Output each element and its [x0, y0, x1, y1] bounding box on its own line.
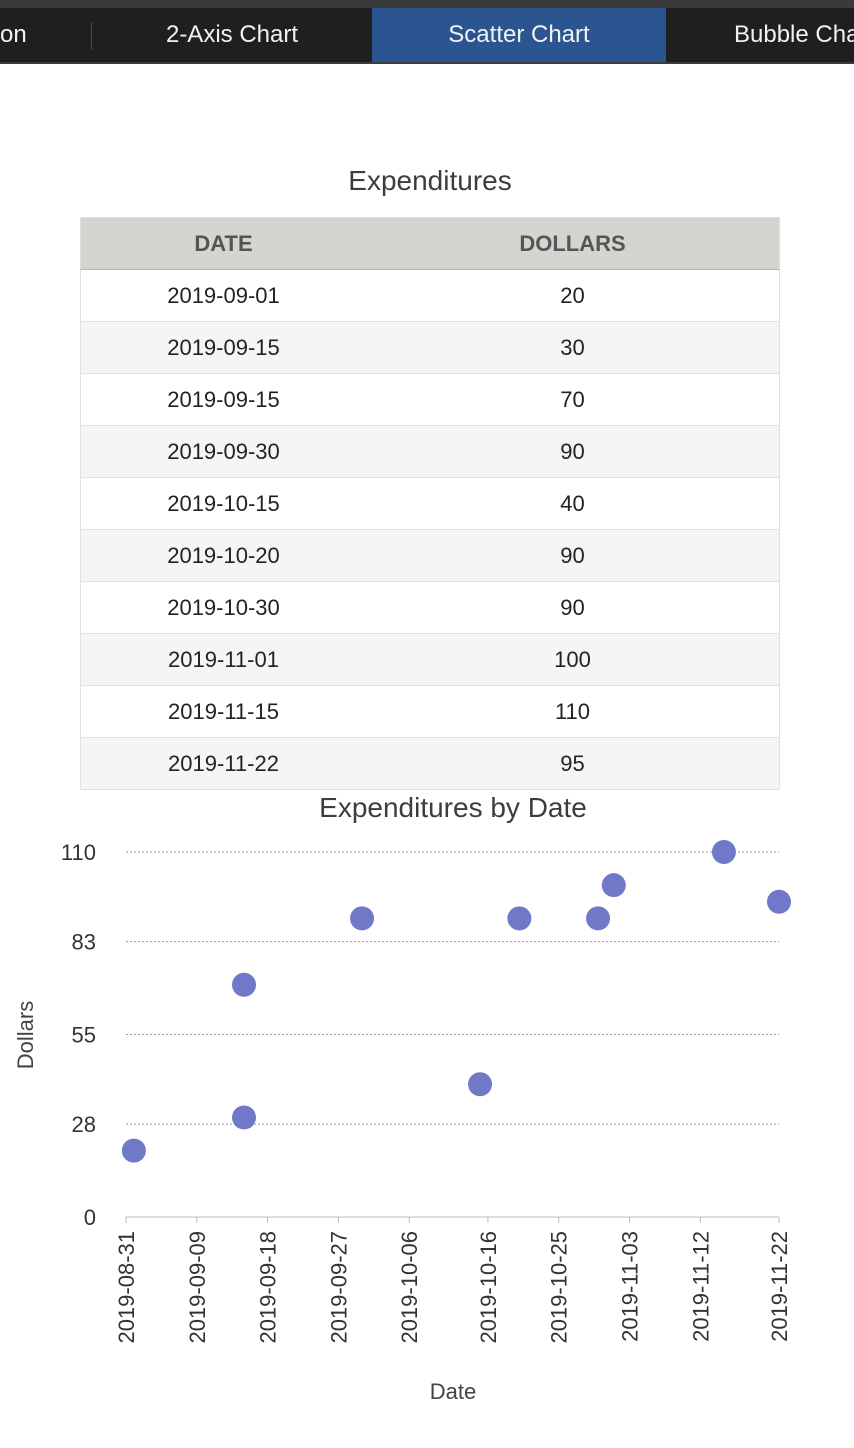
- table-row: 2019-09-15 30: [80, 321, 780, 374]
- y-tick-label: 83: [72, 930, 96, 955]
- scatter-point[interactable]: [507, 906, 532, 931]
- x-tick-label: 2019-10-25: [547, 1231, 572, 1344]
- scatter-point[interactable]: [232, 972, 257, 997]
- x-tick-label: 2019-09-09: [185, 1231, 210, 1344]
- scatter-point[interactable]: [121, 1138, 146, 1163]
- expenditures-table: DATE DOLLARS 2019-09-01 20 2019-09-15 30 201…: [80, 217, 780, 790]
- scatter-point[interactable]: [350, 906, 375, 931]
- cell-dollars: 70: [366, 373, 780, 426]
- cell-dollars: 90: [366, 529, 780, 582]
- x-tick-label: 2019-10-16: [476, 1231, 501, 1344]
- x-tick-label: 2019-11-03: [618, 1231, 643, 1342]
- table-row: 2019-11-01 100: [80, 633, 780, 686]
- y-tick-label: 28: [72, 1112, 96, 1137]
- cell-date: 2019-09-15: [80, 321, 366, 374]
- chart-type-tabbar: on 2-Axis Chart Scatter Chart Bubble Cha: [0, 0, 854, 64]
- table-body: 2019-09-01 20 2019-09-15 30 2019-09-15 70 2019…: [80, 269, 780, 790]
- cell-date: 2019-10-30: [80, 581, 366, 634]
- column-header-date[interactable]: DATE: [80, 217, 366, 270]
- cell-date: 2019-09-15: [80, 373, 366, 426]
- cell-dollars: 40: [366, 477, 780, 530]
- table-row: 2019-11-15 110: [80, 685, 780, 738]
- y-tick-label: 110: [61, 840, 96, 865]
- cell-date: 2019-10-20: [80, 529, 366, 582]
- table-row: 2019-10-15 40: [80, 477, 780, 530]
- y-axis-label: Dollars: [13, 1001, 38, 1069]
- table-row: 2019-09-15 70: [80, 373, 780, 426]
- table-row: 2019-11-22 95: [80, 737, 780, 790]
- chart-title: Expenditures by Date: [319, 792, 587, 823]
- x-tick-label: 2019-09-18: [256, 1231, 281, 1344]
- cell-date: 2019-09-01: [80, 269, 366, 322]
- tab-previous[interactable]: on: [0, 21, 27, 48]
- x-tick-label: 2019-11-22: [767, 1231, 792, 1342]
- y-axis-ticks: 0 28 55 83 110: [61, 840, 96, 1230]
- cell-dollars: 100: [366, 633, 780, 686]
- cell-date: 2019-09-30: [80, 425, 366, 478]
- column-header-dollars[interactable]: DOLLARS: [366, 217, 780, 270]
- x-axis-label: Date: [430, 1379, 476, 1404]
- x-tick-label: 2019-08-31: [114, 1231, 139, 1344]
- scatter-point[interactable]: [468, 1072, 493, 1097]
- scatter-point[interactable]: [711, 840, 736, 864]
- table-row: 2019-10-20 90: [80, 529, 780, 582]
- cell-date: 2019-11-01: [80, 633, 366, 686]
- cell-dollars: 110: [366, 685, 780, 738]
- scatter-point[interactable]: [586, 906, 611, 931]
- table-title: Expenditures: [348, 165, 512, 196]
- table-row: 2019-09-01 20: [80, 269, 780, 322]
- cell-date: 2019-10-15: [80, 477, 366, 530]
- chart-gridlines: [126, 851, 779, 1218]
- tab-2-axis-chart[interactable]: 2-Axis Chart: [165, 21, 299, 48]
- table-row: 2019-09-30 90: [80, 425, 780, 478]
- x-tick-label: 2019-11-12: [688, 1231, 713, 1342]
- cell-dollars: 90: [366, 425, 780, 478]
- x-axis-ticks: 2019-08-31 2019-09-09 2019-09-18 2019-09-27…: [114, 1217, 792, 1344]
- table-row: 2019-10-30 90: [80, 581, 780, 634]
- scatter-point[interactable]: [601, 873, 626, 898]
- cell-dollars: 90: [366, 581, 780, 634]
- cell-dollars: 30: [366, 321, 780, 374]
- tab-bubble-chart[interactable]: Bubble Cha: [734, 21, 854, 48]
- data-points: [121, 840, 791, 1163]
- x-tick-label: 2019-09-27: [326, 1231, 351, 1344]
- tab-separator: [91, 22, 92, 50]
- y-tick-label: 55: [72, 1023, 96, 1048]
- scatter-point[interactable]: [232, 1105, 257, 1130]
- cell-dollars: 20: [366, 269, 780, 322]
- scatter-chart: Expenditures by Date 0 28 55 83 110 2019-08-…: [13, 792, 792, 1404]
- table-header-row: DATE DOLLARS: [80, 217, 780, 270]
- y-tick-label: 0: [84, 1205, 96, 1230]
- scatter-point[interactable]: [767, 889, 791, 914]
- tab-scatter-chart[interactable]: Scatter Chart: [372, 8, 666, 62]
- cell-date: 2019-11-15: [80, 685, 366, 738]
- cell-dollars: 95: [366, 737, 780, 790]
- cell-date: 2019-11-22: [80, 737, 366, 790]
- x-tick-label: 2019-10-06: [397, 1231, 422, 1344]
